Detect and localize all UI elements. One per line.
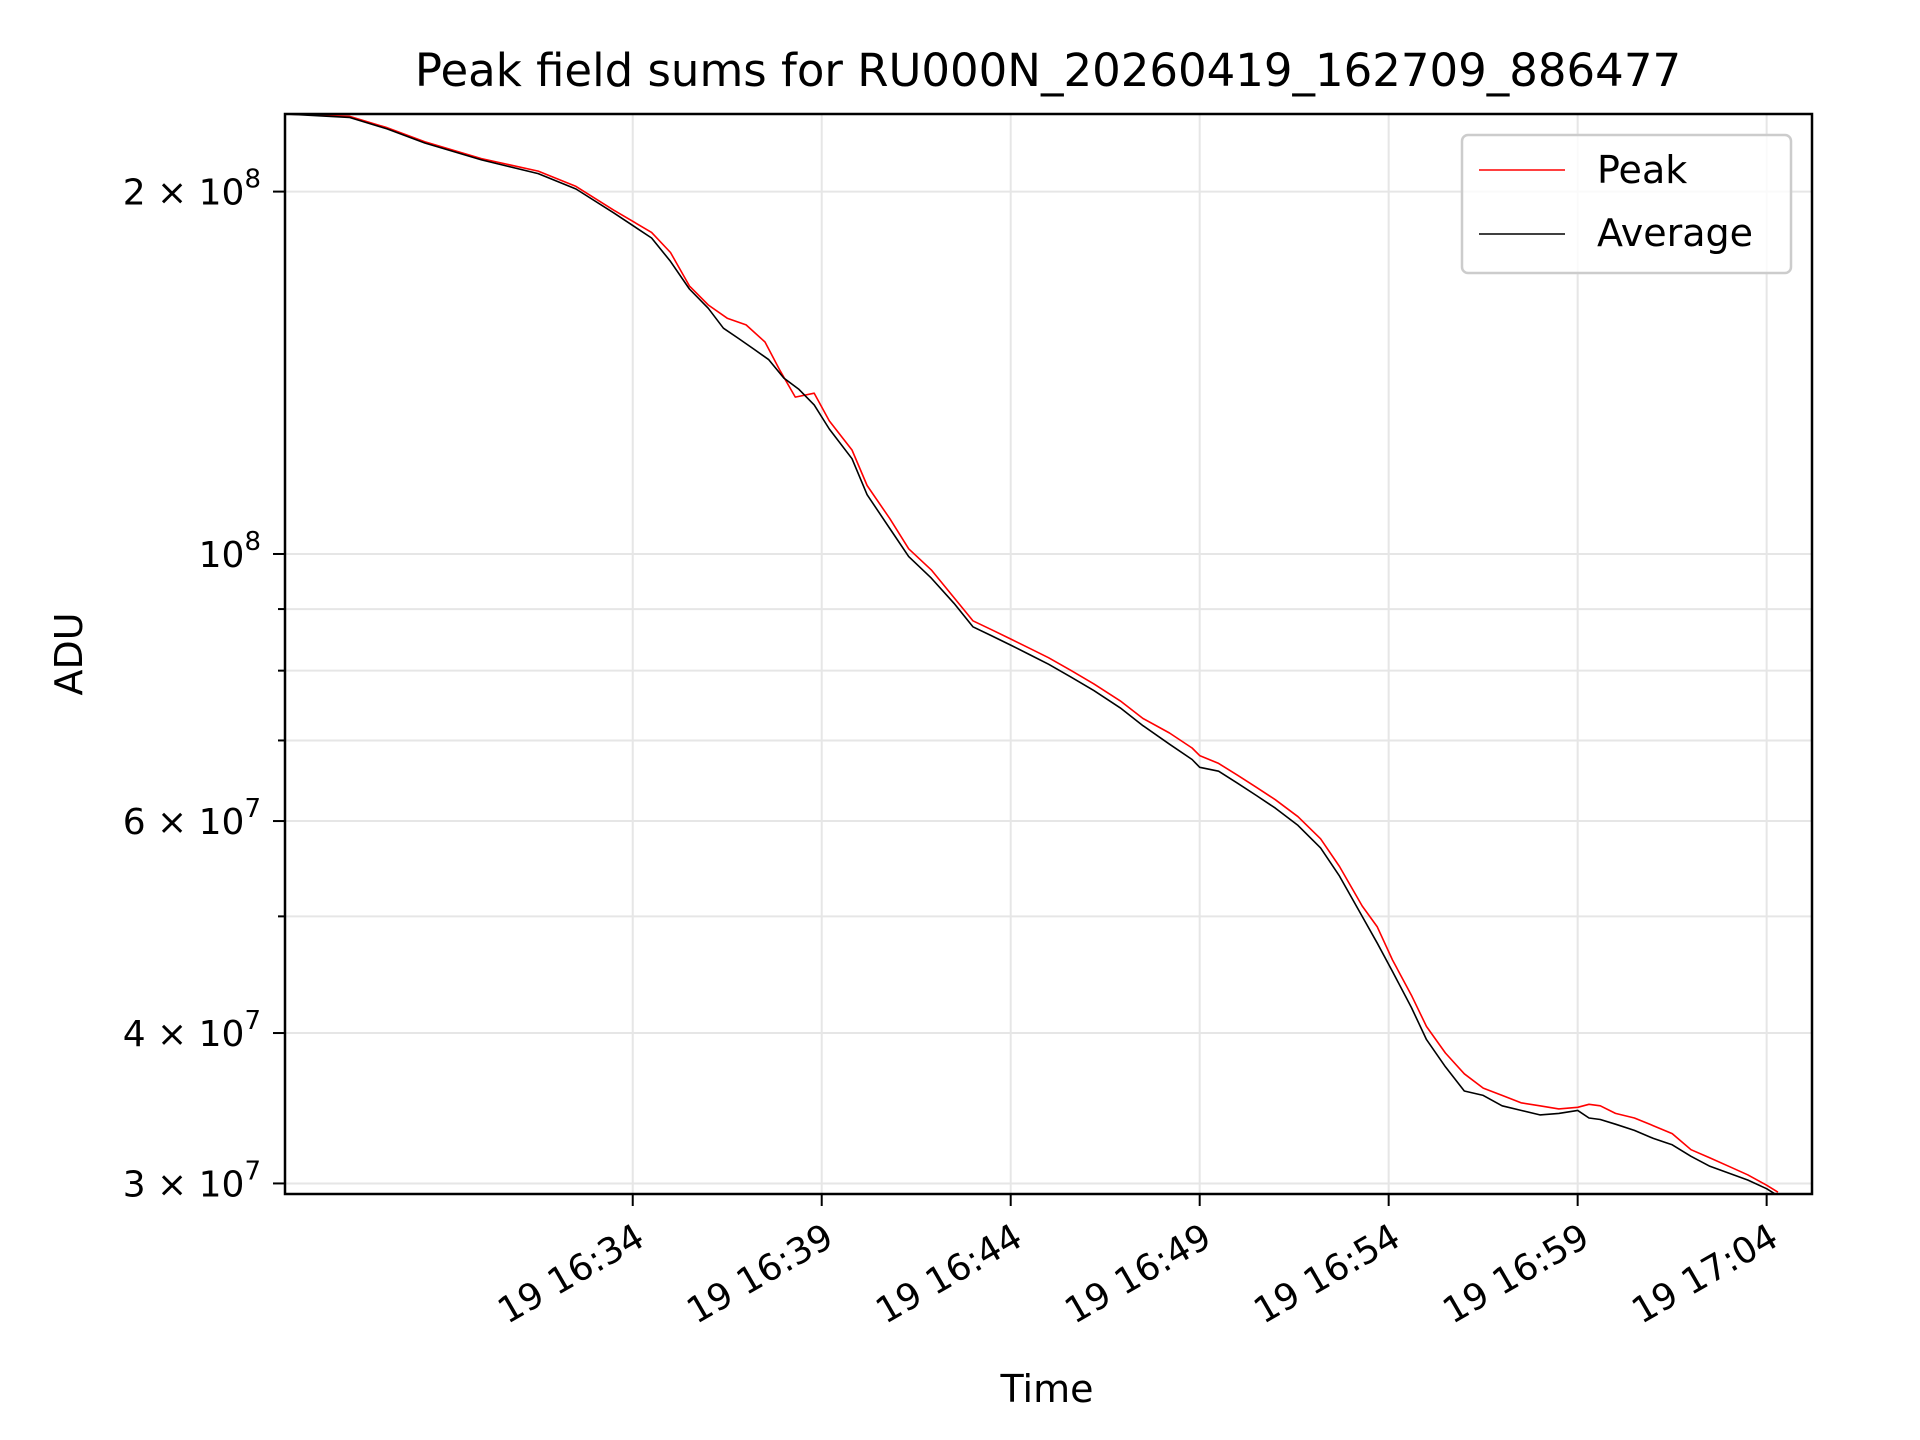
- series-line-average: [285, 114, 1777, 1194]
- y-tick-label: 6 × 107: [123, 794, 261, 843]
- legend-label-peak: Peak: [1597, 148, 1687, 192]
- series-line-peak: [285, 114, 1779, 1193]
- legend: Peak Average: [1460, 133, 1793, 275]
- y-tick-exponent: 7: [244, 1006, 261, 1036]
- grid-layer: [285, 114, 1812, 1194]
- y-tick-label: 108: [199, 527, 261, 576]
- y-tick-mantissa: 4 × 10: [123, 1014, 245, 1055]
- y-tick-exponent: 8: [244, 165, 261, 195]
- chart-title: Peak field sums for RU000N_20260419_1627…: [415, 44, 1681, 97]
- y-tick-exponent: 7: [244, 1156, 261, 1186]
- y-tick-label: 3 × 107: [123, 1156, 261, 1205]
- y-tick-label: 2 × 108: [123, 165, 261, 214]
- legend-label-average: Average: [1597, 211, 1753, 255]
- y-tick-mantissa: 10: [199, 535, 245, 576]
- y-tick-exponent: 7: [244, 794, 261, 824]
- y-tick-mantissa: 3 × 10: [123, 1164, 245, 1205]
- y-tick-label: 4 × 107: [123, 1006, 261, 1055]
- y-tick-exponent: 8: [244, 527, 261, 557]
- x-axis-label: Time: [1000, 1367, 1094, 1411]
- series-layer: [285, 114, 1779, 1194]
- y-tick-mantissa: 6 × 10: [123, 802, 245, 843]
- plot-frame: [283, 112, 1814, 1196]
- y-tick-mantissa: 2 × 10: [123, 173, 245, 214]
- y-axis-label: ADU: [47, 612, 91, 695]
